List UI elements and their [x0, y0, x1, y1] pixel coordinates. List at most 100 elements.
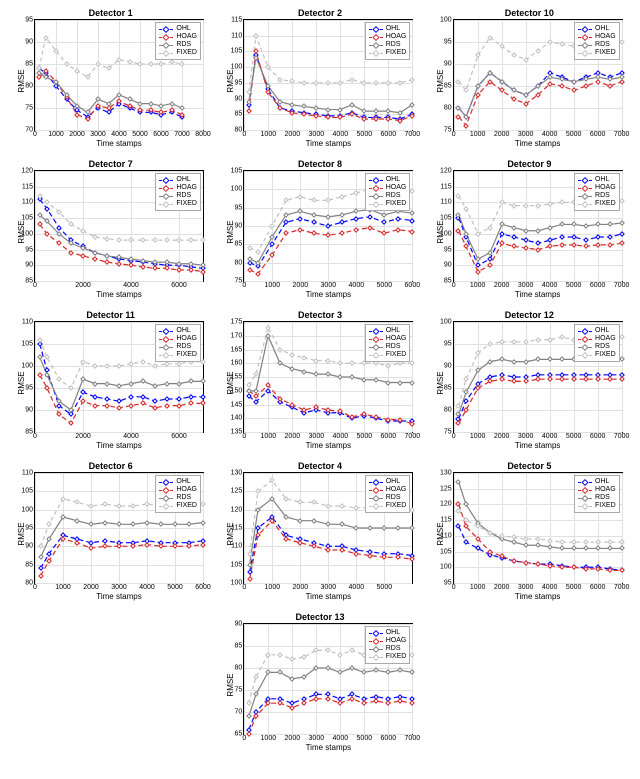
x-tick: 6000 [153, 130, 169, 138]
y-tick: 95 [235, 204, 245, 211]
x-tick: 0 [242, 734, 246, 742]
legend-label: HOAG [386, 335, 407, 343]
y-tick: 120 [21, 168, 35, 175]
y-tick: 90 [25, 39, 35, 46]
x-tick: 6000 [171, 281, 187, 289]
legend-item-fixed: FIXED [578, 351, 616, 359]
x-tick: 0 [452, 432, 456, 440]
legend-item-hoag: HOAG [578, 486, 616, 494]
marker-rds [200, 520, 206, 526]
legend-label: FIXED [386, 653, 407, 661]
y-tick: 85 [444, 385, 454, 392]
legend-label: FIXED [386, 351, 407, 359]
x-tick: 8000 [195, 130, 211, 138]
x-tick: 2000 [285, 130, 301, 138]
y-tick: 90 [444, 61, 454, 68]
x-tick: 0 [242, 130, 246, 138]
x-tick: 2000 [75, 281, 91, 289]
x-tick: 4000 [349, 583, 365, 591]
x-tick: 4000 [542, 130, 558, 138]
legend-item-rds: RDS [369, 494, 407, 502]
x-tick: 5000 [167, 583, 183, 591]
x-tick: 6000 [195, 583, 211, 591]
legend-item-rds: RDS [159, 494, 197, 502]
legend-item-rds: RDS [578, 343, 616, 351]
y-tick: 105 [21, 488, 35, 495]
x-tick: 6000 [381, 432, 397, 440]
legend-item-hoag: HOAG [369, 486, 407, 494]
line-hoag [250, 521, 412, 580]
legend-item-ohl: OHL [159, 327, 197, 335]
legend-item-ohl: OHL [369, 25, 407, 33]
y-tick: 100 [440, 319, 454, 326]
chart-title: Detector 2 [217, 8, 422, 18]
legend-label: FIXED [386, 200, 407, 208]
legend-label: FIXED [176, 200, 197, 208]
x-tick: 2000 [494, 432, 510, 440]
legend-label: FIXED [595, 200, 616, 208]
x-tick: 2000 [494, 130, 510, 138]
chart-title: Detector 9 [427, 159, 632, 169]
y-tick: 105 [440, 215, 454, 222]
marker-hoag [409, 556, 415, 562]
legend-item-ohl: OHL [578, 327, 616, 335]
legend: OHLHOAGRDSFIXED [155, 324, 201, 362]
x-tick: 5000 [357, 734, 373, 742]
y-tick: 110 [22, 199, 35, 206]
x-tick: 7000 [614, 432, 630, 440]
legend-item-rds: RDS [369, 192, 407, 200]
panel-detector-6: Detector 6RMSE80859095100105110010002000… [8, 461, 213, 606]
x-tick: 3000 [518, 432, 534, 440]
legend-label: OHL [386, 176, 400, 184]
x-tick: 4000 [123, 281, 139, 289]
x-tick: 0 [242, 583, 246, 591]
y-tick: 85 [235, 643, 245, 650]
chart-title: Detector 6 [8, 461, 213, 471]
y-tick: 85 [25, 561, 35, 568]
line-rds [249, 668, 412, 716]
chart-title: Detector 8 [217, 159, 422, 169]
chart-title: Detector 4 [217, 461, 422, 471]
x-tick: 0 [33, 281, 37, 289]
y-tick: 110 [231, 543, 244, 550]
marker-fixed [200, 359, 206, 365]
y-tick: 95 [235, 79, 245, 86]
y-tick: 95 [25, 525, 35, 532]
x-tick: 0 [33, 130, 37, 138]
legend-item-rds: RDS [578, 494, 616, 502]
x-tick: 6000 [590, 281, 606, 289]
legend: OHLHOAGRDSFIXED [574, 475, 620, 513]
x-tick: 1000 [261, 432, 277, 440]
plot-area: 8085909510010511011501000200030004000500… [243, 19, 413, 131]
legend-label: OHL [176, 327, 190, 335]
x-tick: 0 [452, 130, 456, 138]
legend-label: HOAG [595, 33, 616, 41]
y-tick: 175 [231, 319, 245, 326]
legend-label: FIXED [595, 49, 616, 57]
x-tick: 0 [33, 432, 37, 440]
y-tick: 110 [22, 470, 35, 477]
line-hoag [458, 379, 621, 423]
legend-item-ohl: OHL [159, 478, 197, 486]
y-tick: 105 [231, 561, 245, 568]
legend-label: RDS [386, 41, 401, 49]
x-axis-label: Time stamps [243, 441, 413, 450]
marker-rds [409, 102, 415, 108]
y-tick: 155 [231, 374, 245, 381]
x-tick: 4000 [542, 281, 558, 289]
y-tick: 130 [440, 470, 454, 477]
line-ohl [250, 217, 412, 267]
y-tick: 105 [21, 341, 35, 348]
chart-title: Detector 12 [427, 310, 632, 320]
x-tick: 2000 [69, 130, 85, 138]
marker-rds [409, 525, 415, 531]
y-tick: 95 [25, 385, 35, 392]
x-tick: 5000 [377, 281, 393, 289]
x-tick: 4000 [349, 281, 365, 289]
plot-area: 8590951001051100200040006000OHLHOAGRDSFI… [34, 321, 204, 433]
legend-label: FIXED [176, 49, 197, 57]
panel-detector-10: Detector 10RMSE7580859095100010002000300… [427, 8, 632, 153]
legend-label: OHL [176, 478, 190, 486]
y-tick: 90 [25, 543, 35, 550]
legend: OHLHOAGRDSFIXED [574, 173, 620, 211]
